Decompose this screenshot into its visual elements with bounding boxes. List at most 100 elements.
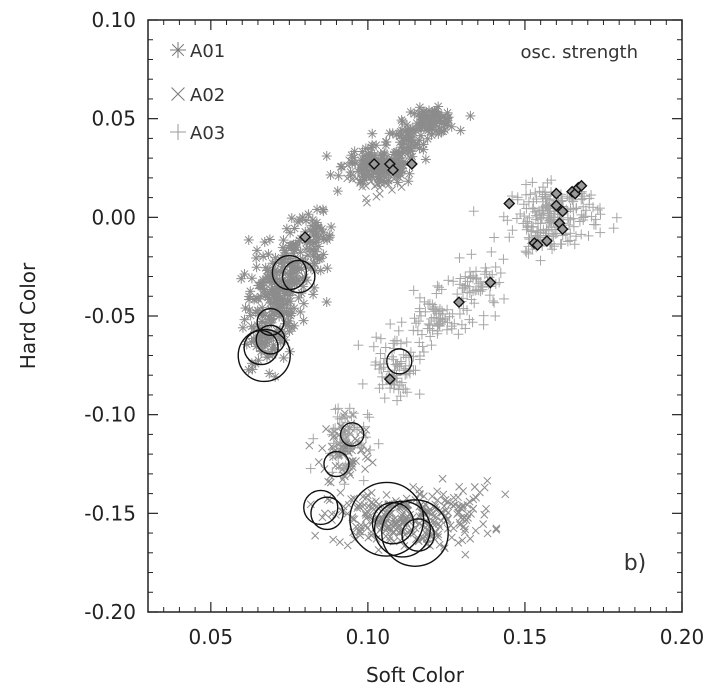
y-tick-label: -0.15 bbox=[84, 501, 136, 525]
data-point bbox=[608, 223, 619, 234]
data-point bbox=[387, 351, 398, 362]
data-point bbox=[452, 289, 463, 300]
data-point bbox=[426, 532, 435, 541]
data-point bbox=[384, 128, 395, 139]
data-point bbox=[376, 364, 387, 375]
data-point bbox=[377, 166, 386, 174]
data-point bbox=[353, 504, 362, 513]
legend-marker-a01 bbox=[170, 42, 186, 58]
data-point bbox=[507, 225, 518, 236]
data-point bbox=[320, 509, 329, 518]
data-point bbox=[441, 495, 450, 504]
data-point bbox=[433, 110, 444, 121]
data-point bbox=[595, 227, 606, 238]
data-point bbox=[543, 208, 554, 219]
data-point bbox=[376, 179, 385, 188]
data-point bbox=[416, 490, 425, 499]
data-point bbox=[322, 425, 331, 433]
data-point bbox=[349, 528, 358, 537]
data-point bbox=[455, 125, 466, 136]
data-point bbox=[385, 319, 396, 330]
data-point bbox=[292, 265, 303, 276]
data-point bbox=[295, 306, 306, 317]
data-point bbox=[411, 318, 422, 329]
data-point bbox=[396, 377, 407, 388]
data-point bbox=[349, 494, 358, 503]
data-point bbox=[377, 150, 388, 161]
data-point bbox=[260, 262, 271, 273]
data-point bbox=[305, 225, 316, 236]
data-point bbox=[481, 266, 492, 277]
data-point bbox=[368, 458, 377, 467]
data-point bbox=[363, 148, 374, 159]
data-point bbox=[327, 429, 338, 440]
circle-marker bbox=[323, 450, 350, 478]
data-point bbox=[270, 371, 281, 382]
data-point bbox=[520, 179, 531, 190]
data-point bbox=[409, 482, 418, 491]
data-point bbox=[456, 503, 465, 512]
data-point bbox=[467, 509, 475, 518]
data-point bbox=[306, 500, 315, 509]
data-point bbox=[415, 130, 426, 141]
data-point bbox=[388, 338, 399, 349]
data-point bbox=[388, 186, 396, 194]
data-point bbox=[437, 309, 448, 320]
data-point bbox=[433, 128, 444, 139]
data-point bbox=[318, 206, 329, 217]
data-point bbox=[363, 513, 372, 522]
data-point bbox=[327, 509, 336, 518]
data-point bbox=[426, 340, 437, 351]
data-point bbox=[288, 239, 299, 250]
data-point bbox=[462, 287, 473, 298]
data-point bbox=[478, 310, 489, 321]
circle-marker bbox=[373, 500, 431, 558]
data-point bbox=[590, 214, 601, 225]
data-point bbox=[353, 340, 364, 351]
data-point bbox=[261, 336, 272, 347]
data-point bbox=[453, 329, 464, 340]
data-point bbox=[251, 262, 262, 273]
data-point bbox=[533, 225, 544, 236]
data-point bbox=[569, 239, 580, 250]
data-point bbox=[392, 359, 403, 370]
data-point bbox=[345, 468, 354, 477]
data-point bbox=[461, 305, 472, 316]
data-point bbox=[405, 107, 416, 118]
data-point bbox=[337, 429, 348, 440]
diamond-marker bbox=[550, 187, 563, 200]
data-point bbox=[364, 444, 375, 455]
diamond-marker bbox=[575, 179, 588, 192]
data-point bbox=[407, 525, 416, 534]
data-point bbox=[362, 409, 373, 420]
data-point bbox=[275, 335, 286, 346]
data-point bbox=[338, 462, 349, 473]
data-point bbox=[528, 221, 539, 232]
data-point bbox=[583, 230, 594, 241]
data-point bbox=[322, 263, 333, 274]
data-point bbox=[311, 217, 322, 228]
series-a01 bbox=[236, 101, 476, 382]
data-point bbox=[408, 285, 419, 296]
data-point bbox=[436, 284, 447, 295]
data-point bbox=[303, 209, 314, 220]
data-point bbox=[326, 478, 335, 487]
data-point bbox=[330, 423, 341, 434]
data-point bbox=[584, 193, 595, 204]
data-point bbox=[414, 389, 425, 400]
data-point bbox=[454, 252, 465, 263]
data-point bbox=[416, 329, 427, 340]
data-point bbox=[594, 203, 605, 214]
data-point bbox=[465, 110, 476, 121]
data-point bbox=[478, 319, 489, 330]
data-point bbox=[435, 522, 444, 531]
data-point bbox=[466, 294, 477, 305]
data-point bbox=[469, 504, 478, 513]
data-point bbox=[448, 276, 459, 287]
diamond-marker bbox=[368, 158, 381, 171]
points-layer bbox=[236, 101, 622, 559]
data-point bbox=[374, 383, 385, 394]
data-point bbox=[397, 171, 405, 180]
